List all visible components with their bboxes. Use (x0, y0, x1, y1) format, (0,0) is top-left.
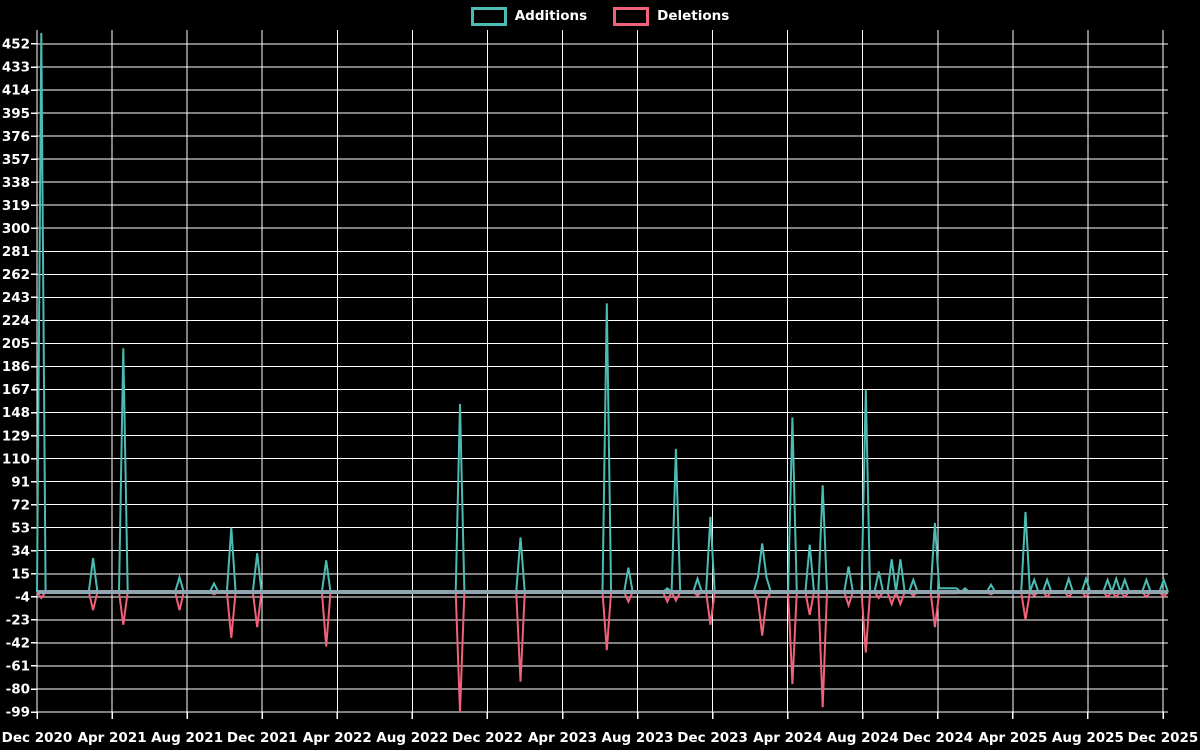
y-tick-label: -4 (15, 590, 30, 606)
y-tick-label: 91 (11, 474, 30, 490)
y-tick-label: 148 (2, 405, 30, 421)
y-tick-label: -61 (6, 659, 30, 675)
x-tick-label: Dec 2023 (677, 730, 748, 746)
x-tick-labels: Dec 2020 Apr 2021 Aug 2021 Dec 2021 Apr 2022… (2, 730, 1199, 746)
chart-legend: Additions Deletions (0, 7, 1200, 26)
x-tick-label: Dec 2024 (902, 730, 973, 746)
y-tick-label: 53 (11, 520, 30, 536)
x-tick-label: Dec 2021 (227, 730, 298, 746)
y-tick-label: 34 (11, 543, 30, 559)
y-tick-label: 224 (2, 313, 30, 329)
x-tick-label: Aug 2023 (602, 730, 674, 746)
y-tick-label: 205 (2, 336, 30, 352)
y-tick-label: 243 (2, 290, 30, 306)
x-tick-label: Dec 2025 (1128, 730, 1199, 746)
x-gridlines (36, 30, 1164, 719)
y-tick-label: 281 (2, 244, 30, 260)
y-tick-label: 338 (2, 175, 30, 191)
legend-label-additions: Additions (514, 7, 588, 24)
x-tick-label: Aug 2024 (827, 730, 899, 746)
y-tick-label: 433 (2, 60, 30, 76)
y-tick-label: 357 (2, 152, 30, 168)
legend-label-deletions: Deletions (657, 7, 730, 24)
deletions-line (36, 589, 1169, 713)
y-tick-label: -80 (6, 682, 30, 698)
y-tick-label: 452 (2, 37, 30, 53)
y-tick-label: 129 (2, 428, 30, 444)
x-tick-label: Dec 2020 (2, 730, 73, 746)
y-tick-label: -99 (6, 705, 30, 721)
x-tick-label: Dec 2022 (452, 730, 523, 746)
y-tick-label: 414 (2, 83, 30, 99)
x-tick-label: Apr 2023 (528, 730, 597, 746)
x-tick-label: Aug 2022 (376, 730, 448, 746)
x-tick-label: Aug 2025 (1052, 730, 1124, 746)
x-tick-label: Aug 2021 (151, 730, 223, 746)
legend-item-additions[interactable]: Additions (470, 7, 588, 26)
y-tick-label: 262 (2, 267, 30, 283)
y-tick-label: 110 (2, 451, 30, 467)
y-tick-label: 72 (11, 497, 30, 513)
y-tick-label: 15 (11, 567, 30, 583)
y-tick-label: -23 (6, 613, 30, 629)
legend-item-deletions[interactable]: Deletions (613, 7, 729, 26)
additions-swatch-icon (470, 7, 507, 26)
y-tick-label: 300 (2, 221, 30, 237)
x-tick-label: Apr 2021 (78, 730, 147, 746)
y-tick-label: 319 (2, 198, 30, 214)
y-tick-label: 167 (2, 382, 30, 398)
x-tick-label: Apr 2022 (303, 730, 372, 746)
y-tick-label: 376 (2, 129, 30, 145)
y-tick-label: 186 (2, 359, 30, 375)
y-tick-labels: 452 433 414 395 376 357 338 319 300 281 262 243 224 2… (2, 37, 30, 721)
y-tick-label: 395 (2, 106, 30, 122)
deletions-swatch-icon (613, 7, 650, 26)
y-tick-label: -42 (6, 636, 30, 652)
x-tick-label: Apr 2025 (978, 730, 1047, 746)
x-tick-label: Apr 2024 (753, 730, 822, 746)
additions-line (36, 32, 1169, 596)
y-gridlines (31, 43, 1168, 713)
